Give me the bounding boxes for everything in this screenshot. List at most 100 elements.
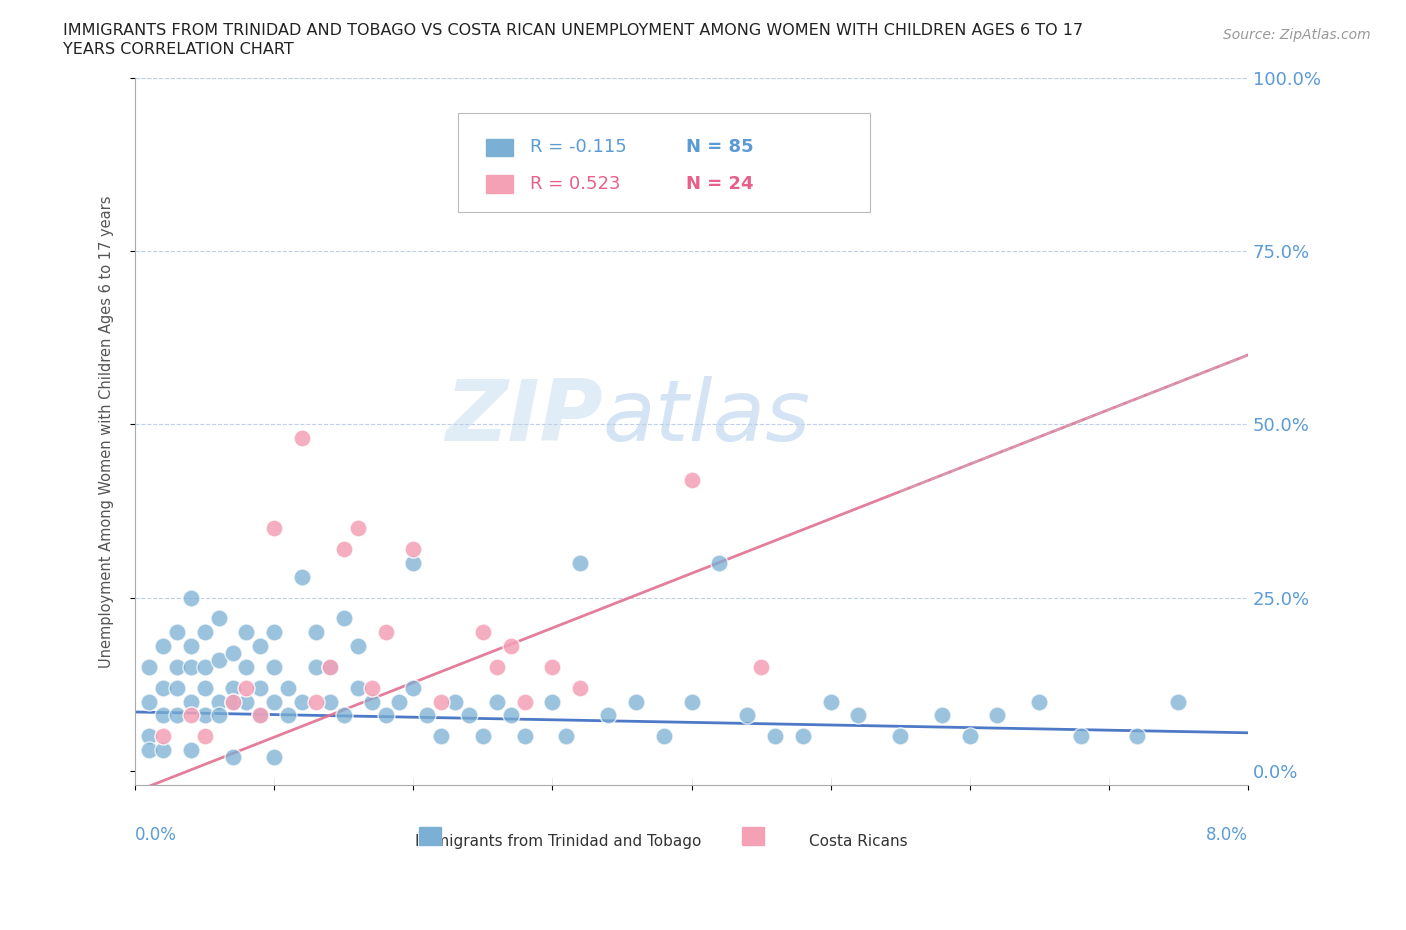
Y-axis label: Unemployment Among Women with Children Ages 6 to 17 years: Unemployment Among Women with Children A… — [100, 195, 114, 668]
Point — [138, 743, 160, 758]
Point — [305, 625, 328, 640]
Point — [402, 555, 425, 570]
Point — [291, 569, 314, 584]
Point — [360, 681, 382, 696]
Point — [221, 694, 243, 709]
Point — [402, 681, 425, 696]
Point — [1125, 729, 1147, 744]
Point — [959, 729, 981, 744]
Point — [319, 659, 342, 674]
Text: 8.0%: 8.0% — [1206, 827, 1249, 844]
Point — [430, 729, 453, 744]
Point — [277, 681, 299, 696]
Point — [208, 694, 231, 709]
Point — [221, 645, 243, 660]
Point — [194, 708, 217, 723]
Point — [194, 729, 217, 744]
Point — [152, 708, 174, 723]
Point — [305, 659, 328, 674]
Point — [180, 694, 202, 709]
Point — [374, 708, 396, 723]
Point — [749, 659, 772, 674]
Point — [624, 694, 647, 709]
Text: ZIP: ZIP — [444, 376, 603, 458]
Text: Source: ZipAtlas.com: Source: ZipAtlas.com — [1223, 28, 1371, 42]
Point — [263, 750, 285, 764]
Point — [180, 591, 202, 605]
Point — [152, 729, 174, 744]
Point — [931, 708, 953, 723]
Point — [709, 555, 731, 570]
Point — [152, 743, 174, 758]
Point — [138, 729, 160, 744]
Point — [166, 625, 188, 640]
Point — [180, 639, 202, 654]
Point — [291, 431, 314, 445]
Text: R = -0.115: R = -0.115 — [530, 139, 627, 156]
Point — [152, 681, 174, 696]
Point — [194, 681, 217, 696]
FancyBboxPatch shape — [458, 113, 869, 212]
Point — [249, 708, 271, 723]
Point — [166, 708, 188, 723]
Point — [792, 729, 814, 744]
Point — [388, 694, 411, 709]
Point — [249, 639, 271, 654]
Point — [499, 639, 522, 654]
Point — [485, 659, 508, 674]
Point — [221, 681, 243, 696]
Point — [180, 659, 202, 674]
Point — [319, 659, 342, 674]
Point — [333, 541, 356, 556]
Point — [596, 708, 619, 723]
Point — [346, 639, 368, 654]
Point — [235, 681, 257, 696]
Point — [235, 694, 257, 709]
Point — [499, 708, 522, 723]
Point — [652, 729, 675, 744]
Point — [986, 708, 1008, 723]
Point — [569, 555, 592, 570]
Point — [263, 521, 285, 536]
Point — [360, 694, 382, 709]
Point — [180, 743, 202, 758]
Point — [166, 681, 188, 696]
Point — [513, 729, 536, 744]
Point — [208, 611, 231, 626]
Point — [277, 708, 299, 723]
Bar — [419, 827, 441, 844]
Point — [263, 694, 285, 709]
Point — [291, 694, 314, 709]
Bar — [485, 175, 513, 193]
Point — [820, 694, 842, 709]
Point — [1070, 729, 1092, 744]
Point — [346, 521, 368, 536]
Point — [180, 708, 202, 723]
Text: YEARS CORRELATION CHART: YEARS CORRELATION CHART — [63, 42, 294, 57]
Point — [138, 659, 160, 674]
Point — [1167, 694, 1189, 709]
Point — [346, 681, 368, 696]
Point — [402, 541, 425, 556]
Point — [319, 694, 342, 709]
Point — [569, 681, 592, 696]
Text: Costa Ricans: Costa Ricans — [808, 834, 908, 849]
Text: 0.0%: 0.0% — [135, 827, 177, 844]
Point — [194, 625, 217, 640]
Point — [333, 611, 356, 626]
Point — [333, 708, 356, 723]
Point — [485, 694, 508, 709]
Point — [194, 659, 217, 674]
Point — [263, 625, 285, 640]
Point — [555, 729, 578, 744]
Point — [208, 708, 231, 723]
Point — [848, 708, 870, 723]
Point — [541, 659, 564, 674]
Point — [374, 625, 396, 640]
Text: N = 24: N = 24 — [686, 175, 754, 193]
Point — [430, 694, 453, 709]
Point — [444, 694, 467, 709]
Text: R = 0.523: R = 0.523 — [530, 175, 620, 193]
Bar — [741, 827, 763, 844]
Text: Immigrants from Trinidad and Tobago: Immigrants from Trinidad and Tobago — [415, 834, 702, 849]
